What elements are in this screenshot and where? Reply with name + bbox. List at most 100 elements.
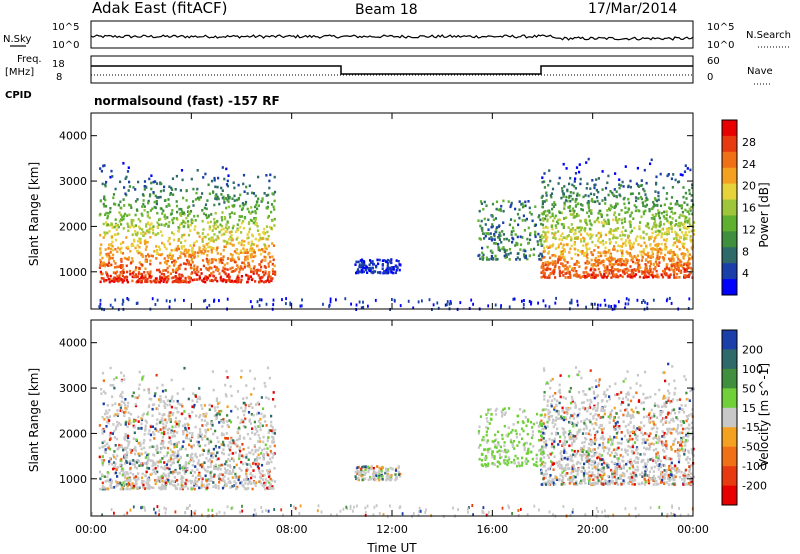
- echo-cell: [240, 369, 243, 373]
- echo-cell: [552, 483, 555, 486]
- echo-cell: [172, 280, 175, 283]
- echo-cell: [137, 217, 140, 221]
- echo-cell: [285, 297, 287, 301]
- echo-cell: [610, 276, 613, 279]
- echo-cell: [670, 227, 673, 231]
- echo-cell: [163, 432, 166, 436]
- echo-cell: [150, 174, 153, 177]
- echo-cell: [187, 214, 190, 217]
- echo-cell: [236, 431, 239, 434]
- echo-cell: [229, 465, 232, 469]
- echo-cell: [645, 267, 648, 270]
- echo-cell: [584, 227, 587, 230]
- echo-cell: [679, 269, 682, 273]
- echo-cell: [239, 215, 242, 218]
- echo-cell: [119, 264, 122, 267]
- echo-cell: [690, 257, 693, 260]
- echo-cell: [194, 225, 197, 228]
- echo-cell: [267, 193, 270, 197]
- echo-cell: [190, 249, 193, 253]
- colorbar-segment: [722, 215, 737, 232]
- echo-cell: [600, 261, 603, 264]
- echo-cell: [106, 215, 109, 218]
- echo-cell: [645, 264, 648, 268]
- echo-cell: [147, 482, 150, 485]
- echo-cell: [638, 209, 641, 213]
- echo-cell: [623, 269, 626, 273]
- echo-cell: [120, 379, 123, 383]
- echo-cell: [680, 206, 683, 210]
- echo-cell: [643, 241, 646, 245]
- echo-cell: [193, 264, 196, 268]
- echo-cell: [273, 208, 276, 211]
- echo-cell: [620, 245, 624, 248]
- echo-cell: [589, 192, 593, 196]
- echo-cell: [580, 240, 583, 243]
- echo-cell: [152, 453, 155, 457]
- echo-cell: [182, 476, 185, 479]
- echo-cell: [160, 207, 163, 211]
- echo-cell: [675, 264, 678, 267]
- echo-cell: [262, 457, 265, 461]
- echo-cell: [682, 226, 685, 229]
- echo-cell: [650, 227, 653, 231]
- echo-cell: [262, 270, 265, 274]
- echo-cell: [671, 253, 675, 257]
- echo-cell: [589, 222, 592, 225]
- colorbar-segment: [722, 247, 737, 264]
- echo-cell: [605, 276, 608, 279]
- echo-cell: [559, 242, 563, 245]
- echo-cell: [199, 430, 202, 434]
- echo-cell: [621, 221, 624, 225]
- echo-cell: [194, 271, 197, 274]
- echo-cell: [106, 471, 109, 474]
- echo-cell: [166, 446, 170, 450]
- echo-cell: [261, 474, 264, 477]
- echo-cell: [599, 241, 602, 244]
- echo-cell: [191, 221, 194, 225]
- echo-cell: [211, 456, 214, 459]
- echo-cell: [357, 271, 360, 275]
- echo-cell: [105, 253, 108, 256]
- echo-cell: [640, 253, 643, 257]
- echo-cell: [136, 244, 139, 247]
- echo-cell: [227, 477, 230, 481]
- echo-cell: [185, 478, 188, 482]
- echo-cell: [651, 275, 655, 278]
- echo-cell: [168, 264, 171, 268]
- echo-cell: [600, 213, 603, 217]
- echo-cell: [104, 204, 108, 208]
- echo-cell: [244, 482, 247, 485]
- echo-cell: [116, 414, 119, 417]
- echo-cell: [264, 481, 267, 485]
- colorbar-tick-label: 20: [742, 180, 756, 193]
- echo-cell: [197, 443, 200, 446]
- echo-cell: [98, 305, 101, 309]
- echo-cell: [527, 200, 530, 203]
- echo-cell: [676, 469, 679, 472]
- echo-cell: [249, 472, 252, 476]
- echo-cell: [150, 226, 153, 230]
- echo-cell: [544, 235, 547, 239]
- echo-cell: [156, 268, 159, 272]
- echo-cell: [141, 214, 144, 217]
- echo-cell: [128, 477, 131, 481]
- echo-cell: [643, 252, 646, 256]
- echo-cell: [238, 467, 241, 470]
- echo-cell: [113, 455, 116, 459]
- echo-cell: [216, 279, 219, 283]
- echo-cell: [576, 483, 579, 486]
- echo-cell: [189, 456, 192, 459]
- echo-cell: [232, 439, 235, 442]
- echo-cell: [153, 470, 156, 474]
- echo-cell: [551, 227, 554, 231]
- echo-cell: [581, 226, 584, 230]
- echo-cell: [178, 464, 181, 467]
- echo-cell: [567, 271, 570, 274]
- echo-cell: [255, 459, 258, 462]
- echo-cell: [123, 256, 126, 260]
- echo-cell: [200, 251, 203, 255]
- echo-cell: [221, 279, 224, 283]
- echo-cell: [623, 202, 626, 206]
- echo-cell: [662, 215, 665, 218]
